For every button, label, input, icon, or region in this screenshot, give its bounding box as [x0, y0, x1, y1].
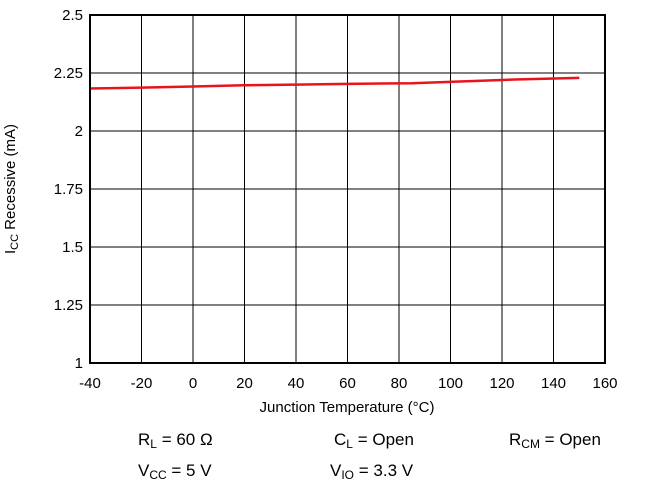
x-tick-label-7: 100	[438, 375, 463, 392]
x-tick-label-3: 20	[236, 375, 253, 392]
y-tick-label-0: 1	[75, 355, 83, 372]
y-axis-title: ICC Recessive (mA)	[2, 124, 21, 254]
series-layer	[89, 76, 580, 90]
condition-rl: RL = 60 Ω	[138, 430, 213, 451]
chart: -40 -20 0 20 40 60 80 100 120 140 160 1 1.25 1.5 1.75…	[2, 7, 618, 416]
condition-vcc: VCC = 5 V	[138, 461, 212, 482]
x-tick-label-1: -20	[131, 375, 153, 392]
x-tick-labels: -40 -20 0 20 40 60 80 100 120 140 160	[79, 375, 617, 392]
condition-vio: VIO = 3.3 V	[330, 461, 414, 482]
condition-cl: CL = Open	[334, 430, 414, 451]
x-tick-label-4: 40	[288, 375, 305, 392]
x-axis-title: Junction Temperature (°C)	[260, 399, 435, 416]
x-tick-label-9: 140	[541, 375, 566, 392]
grid	[89, 14, 606, 364]
y-tick-label-5: 2.25	[54, 65, 83, 82]
series-line-0	[89, 76, 580, 90]
x-tick-label-2: 0	[189, 375, 197, 392]
y-tick-label-1: 1.25	[54, 297, 83, 314]
x-tick-label-5: 60	[339, 375, 356, 392]
x-tick-label-0: -40	[79, 375, 101, 392]
plot-frame	[89, 14, 606, 364]
y-tick-labels: 1 1.25 1.5 1.75 2 2.25 2.5	[54, 7, 83, 372]
x-tick-label-10: 160	[592, 375, 617, 392]
condition-rcm: RCM = Open	[509, 430, 601, 451]
y-tick-label-6: 2.5	[62, 7, 83, 24]
y-tick-label-3: 1.75	[54, 181, 83, 198]
y-tick-label-2: 1.5	[62, 239, 83, 256]
y-tick-label-4: 2	[75, 123, 83, 140]
x-tick-label-8: 120	[489, 375, 514, 392]
x-tick-label-6: 80	[391, 375, 408, 392]
